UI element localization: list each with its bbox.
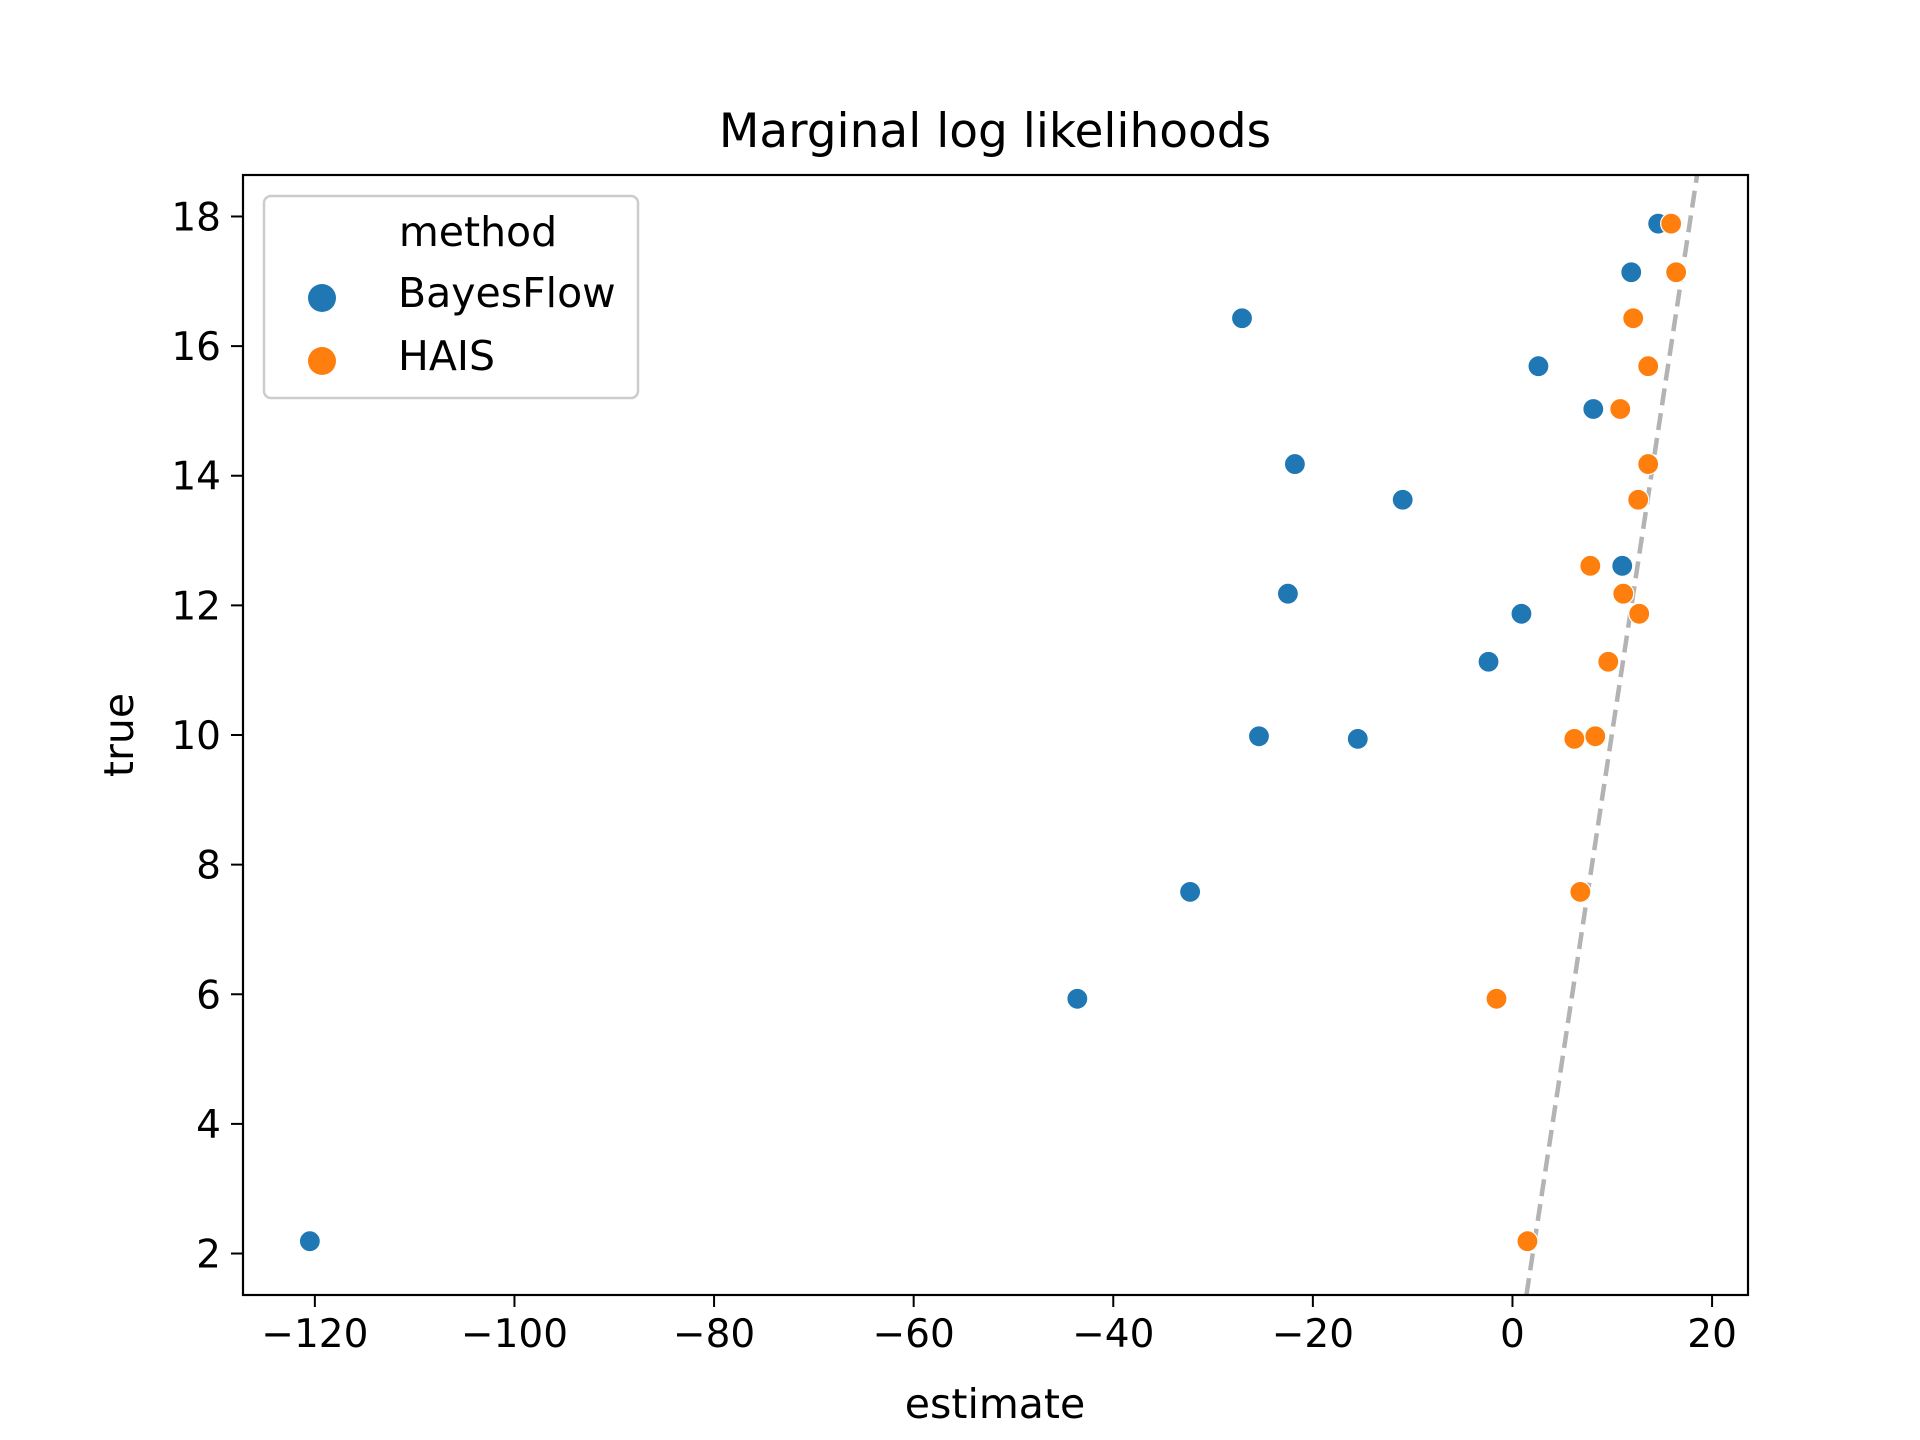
- bayesflow-point: [1620, 261, 1643, 284]
- bayesflow-point: [1247, 725, 1271, 748]
- bayesflow-point: [1230, 307, 1254, 330]
- bayesflow-point: [1477, 650, 1500, 673]
- y-tick-label: 2: [196, 1233, 221, 1278]
- legend-marker-bayesflow: [308, 284, 336, 312]
- chart-title: Marginal log likelihoods: [719, 104, 1271, 159]
- hais-point: [1622, 307, 1645, 330]
- hais-point: [1516, 1230, 1539, 1253]
- legend-label-hais: HAIS: [398, 332, 495, 380]
- hais-point: [1569, 880, 1592, 903]
- legend-marker-hais: [308, 347, 336, 375]
- hais-point: [1485, 987, 1508, 1010]
- plot-area: [298, 175, 1700, 1295]
- hais-point: [1660, 212, 1683, 235]
- bayesflow-point: [1527, 355, 1550, 378]
- bayesflow-point: [1391, 488, 1414, 511]
- x-tick-label: −80: [673, 1312, 755, 1357]
- hais-point: [1637, 452, 1660, 476]
- legend-title: method: [399, 208, 557, 256]
- legend-label-bayesflow: BayesFlow: [398, 269, 616, 317]
- series-hais: [1485, 212, 1688, 1253]
- y-axis-label: true: [95, 693, 143, 777]
- x-axis: −120 −100 −80 −60 −40 −20 0 20: [261, 1295, 1737, 1357]
- hais-point: [1563, 727, 1586, 750]
- x-tick-label: 0: [1500, 1312, 1525, 1357]
- x-axis-label: estimate: [905, 1380, 1085, 1428]
- bayesflow-point: [1276, 582, 1300, 605]
- y-tick-label: 12: [171, 584, 221, 629]
- legend: method BayesFlow HAIS: [262, 194, 640, 400]
- bayesflow-point: [298, 1230, 321, 1253]
- hais-point: [1609, 397, 1632, 421]
- x-tick-label: −20: [1272, 1312, 1354, 1357]
- hais-point: [1584, 725, 1607, 748]
- x-tick-label: −100: [461, 1312, 568, 1357]
- y-axis: 2 4 6 8 10 12 14 16 18: [171, 195, 243, 1278]
- x-tick-label: −60: [873, 1312, 955, 1357]
- y-tick-label: 14: [171, 455, 221, 500]
- hais-point: [1579, 554, 1602, 577]
- hais-point: [1597, 650, 1620, 673]
- bayesflow-point: [1582, 397, 1605, 421]
- y-tick-label: 10: [171, 714, 221, 759]
- legend-box: [262, 194, 640, 400]
- hais-point: [1627, 488, 1650, 511]
- y-tick-label: 18: [171, 195, 221, 240]
- bayesflow-point: [1283, 452, 1307, 476]
- y-tick-label: 6: [196, 973, 221, 1018]
- hais-point: [1637, 355, 1660, 378]
- x-tick-label: −40: [1072, 1312, 1154, 1357]
- bayesflow-point: [1066, 987, 1089, 1010]
- x-tick-label: 20: [1687, 1312, 1737, 1357]
- bayesflow-point: [1611, 554, 1634, 577]
- reference-line: [1524, 175, 1700, 1295]
- series-bayesflow: [298, 212, 1670, 1253]
- hais-point: [1628, 602, 1651, 625]
- bayesflow-point: [1346, 727, 1369, 750]
- y-tick-label: 4: [196, 1103, 221, 1148]
- y-tick-label: 8: [196, 844, 221, 889]
- bayesflow-point: [1510, 602, 1533, 625]
- hais-point: [1665, 261, 1688, 284]
- hais-point: [1612, 582, 1635, 605]
- x-tick-label: −120: [261, 1312, 368, 1357]
- bayesflow-point: [1179, 880, 1202, 903]
- y-tick-label: 16: [171, 325, 221, 370]
